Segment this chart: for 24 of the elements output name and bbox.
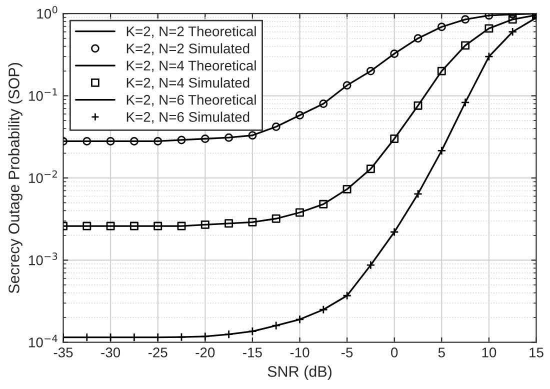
legend-label: K=2, N=6 Simulated <box>126 112 250 124</box>
y-tick-label: 10$^{0}$ <box>37 6 58 19</box>
x-tick-label: 0 <box>391 348 398 358</box>
x-tick-label: 15 <box>530 348 544 358</box>
x-tick-label: -15 <box>243 348 262 358</box>
x-axis-title: SNR (dB) <box>268 366 332 380</box>
x-tick-label: -30 <box>101 348 120 358</box>
y-tick-label: 10$^{−2}$ <box>29 170 57 184</box>
legend-label: K=2, N=2 Simulated <box>126 43 250 56</box>
legend-label: K=2, N=6 Theoretical <box>126 94 256 106</box>
y-axis-title: Secrecy Outage Probability (SOP) <box>8 63 22 294</box>
x-tick-label: -20 <box>196 348 215 358</box>
x-tick-label: -10 <box>290 348 310 358</box>
y-tick-label: 10$^{−4}$ <box>29 334 58 348</box>
x-tick-label: 10 <box>482 348 496 358</box>
x-tick-label: -25 <box>148 348 168 358</box>
y-tick-label: 10$^{−3}$ <box>29 252 58 266</box>
x-tick-label: -35 <box>54 348 73 358</box>
x-tick-label: -5 <box>341 348 353 358</box>
y-tick-label: 10$^{−1}$ <box>29 88 57 101</box>
x-tick-label: 5 <box>438 348 445 358</box>
legend-label: K=2, N=4 Theoretical <box>126 60 256 72</box>
legend-label: K=2, N=2 Theoretical <box>126 26 256 38</box>
legend-label: K=2, N=4 Simulated <box>126 77 250 90</box>
